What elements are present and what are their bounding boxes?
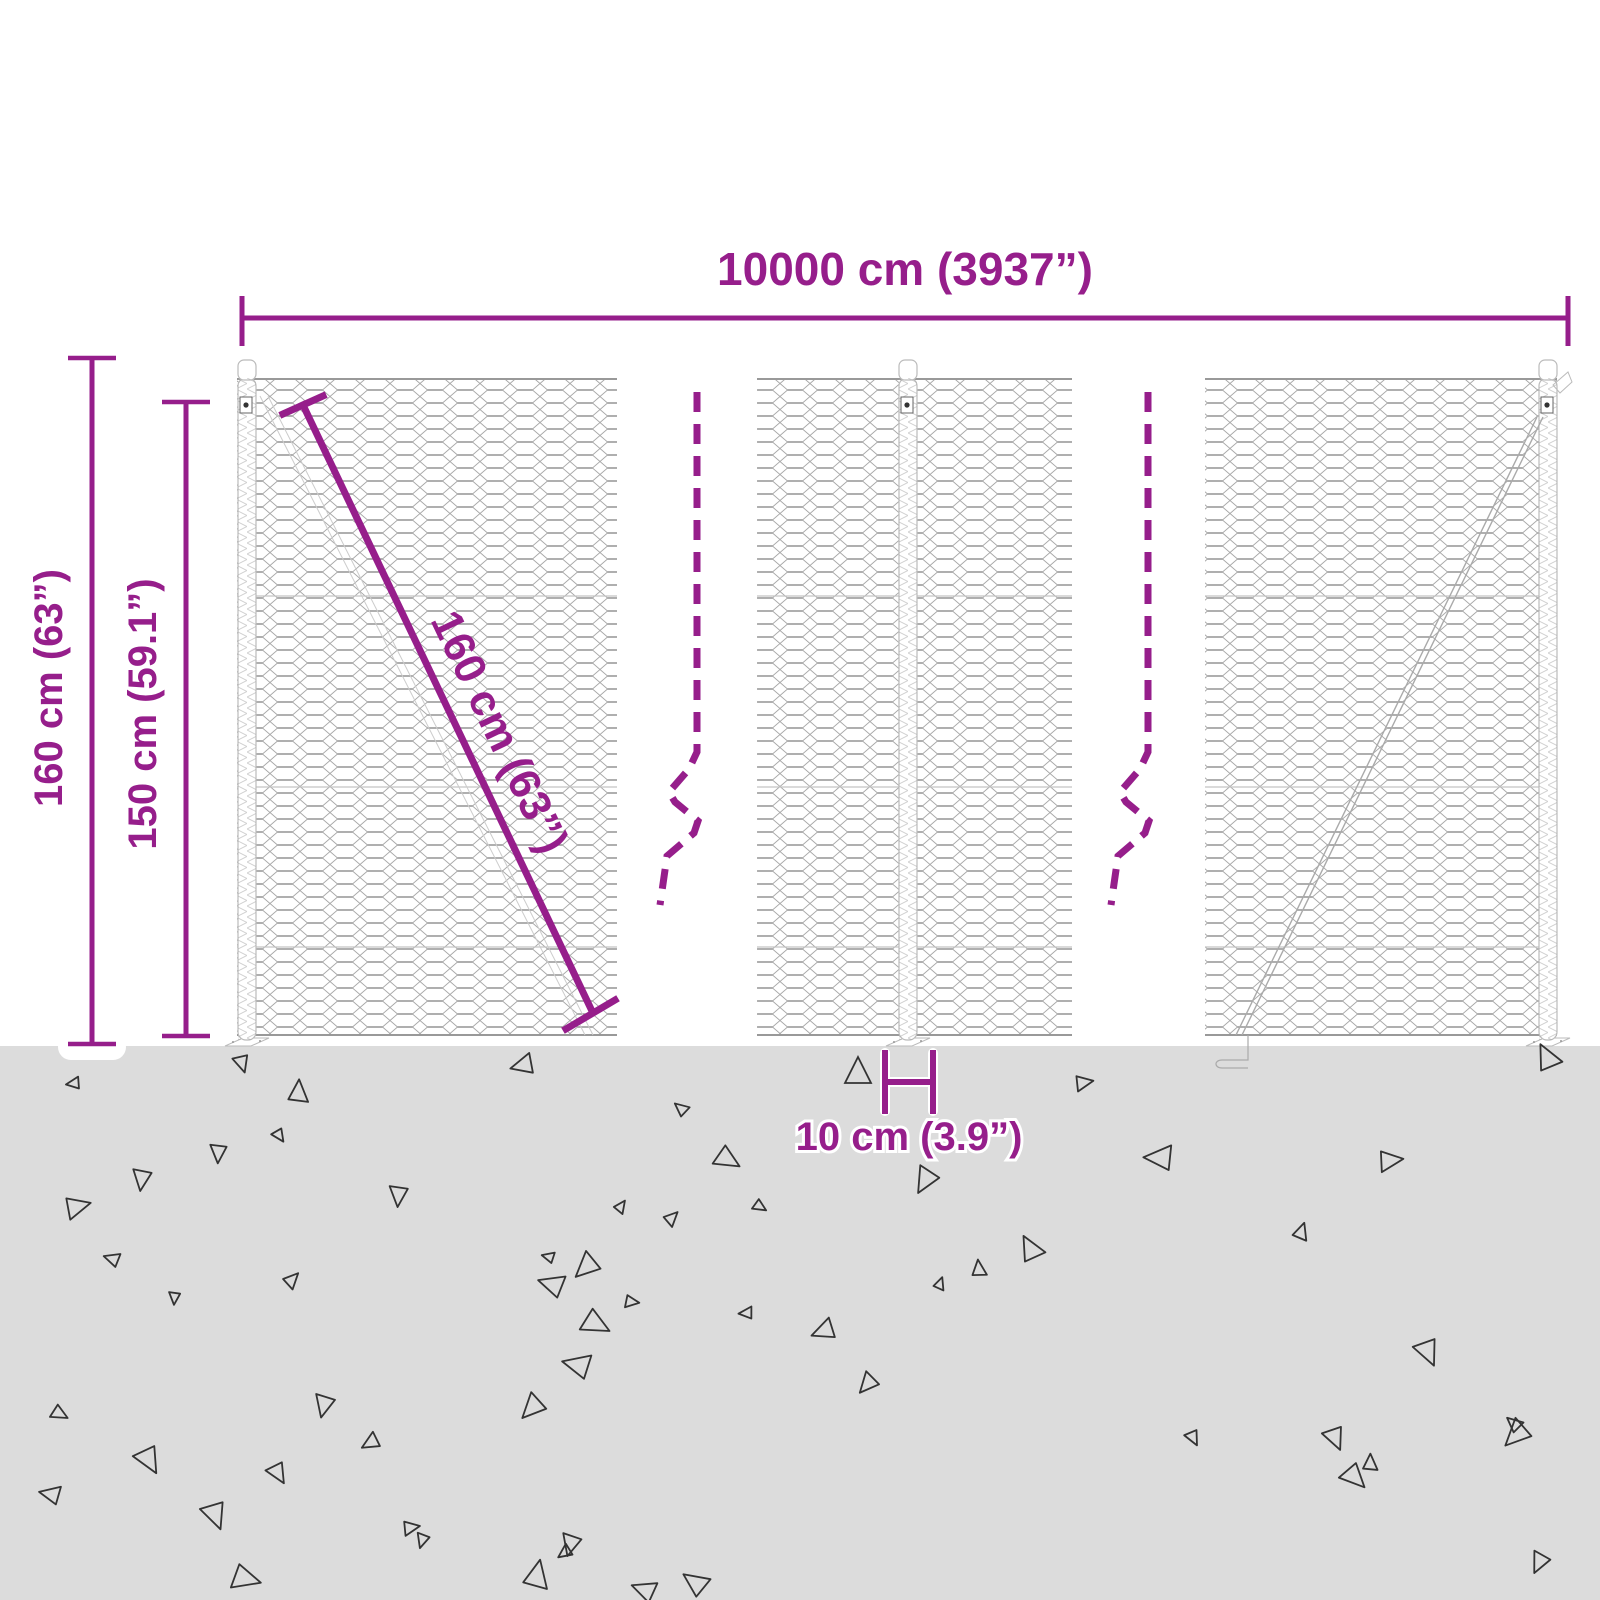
svg-text:10000 cm (3937”): 10000 cm (3937”): [717, 243, 1093, 295]
svg-text:160 cm (63”): 160 cm (63”): [27, 569, 71, 807]
svg-text:150 cm (59.1”): 150 cm (59.1”): [121, 578, 165, 849]
svg-text:10 cm (3.9”): 10 cm (3.9”): [796, 1115, 1023, 1159]
